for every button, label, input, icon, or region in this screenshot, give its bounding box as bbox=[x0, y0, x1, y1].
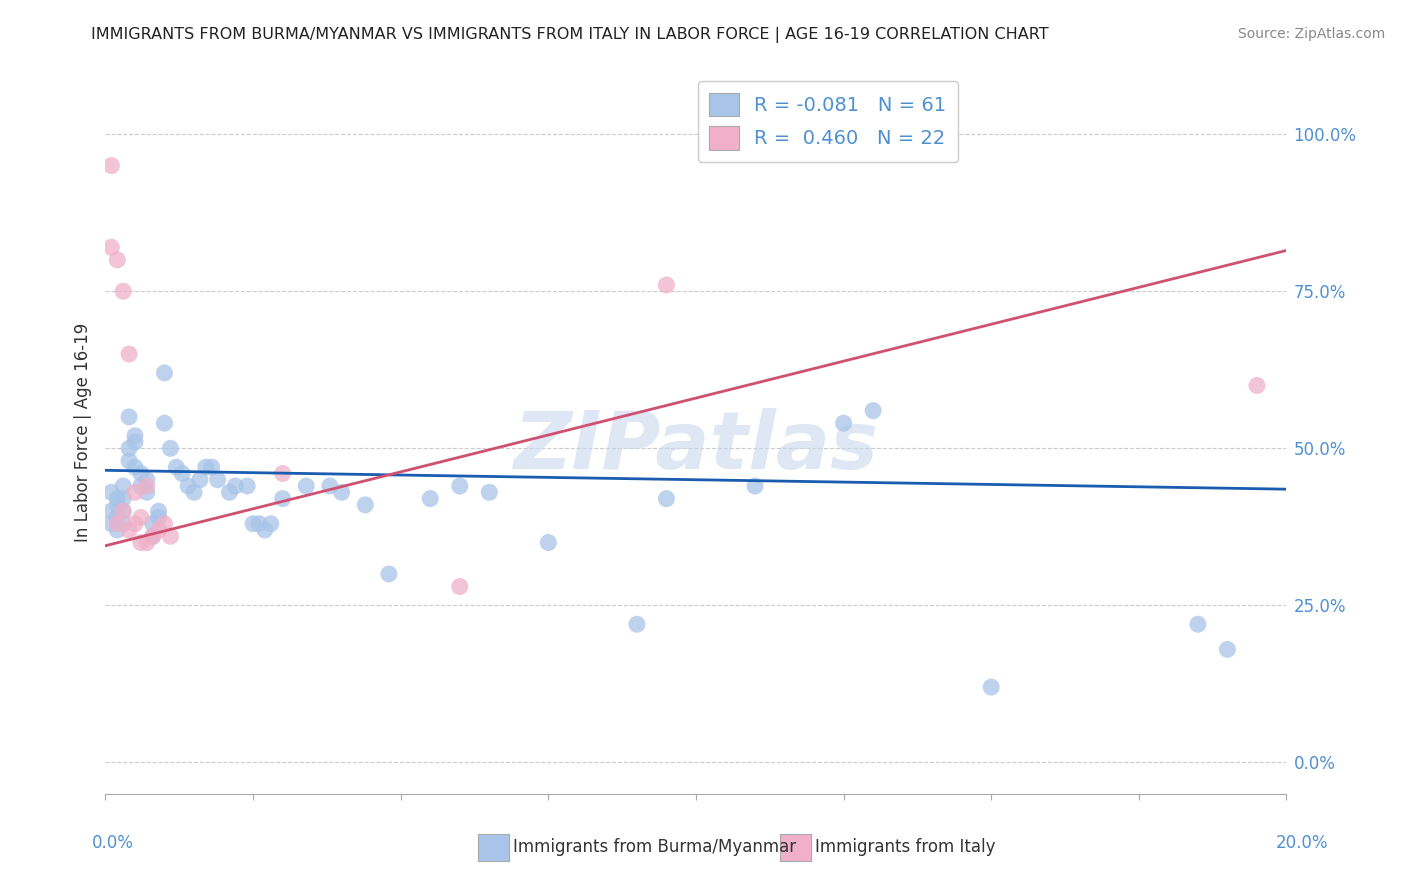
Point bbox=[148, 523, 170, 537]
Point bbox=[478, 485, 501, 500]
Point bbox=[980, 680, 1002, 694]
Point bbox=[129, 467, 152, 481]
Point bbox=[135, 473, 157, 487]
Y-axis label: In Labor Force | Age 16-19: In Labor Force | Age 16-19 bbox=[73, 323, 91, 542]
Point bbox=[1187, 617, 1209, 632]
Point bbox=[319, 479, 342, 493]
Point bbox=[253, 523, 276, 537]
Point bbox=[112, 504, 135, 518]
Point bbox=[124, 516, 146, 531]
Point bbox=[449, 479, 471, 493]
Point bbox=[100, 516, 122, 531]
Point bbox=[188, 473, 211, 487]
Point bbox=[118, 442, 141, 456]
Point bbox=[218, 485, 240, 500]
Point bbox=[378, 566, 401, 581]
Point bbox=[142, 516, 165, 531]
Point bbox=[159, 442, 181, 456]
Point bbox=[100, 240, 122, 254]
Point bbox=[655, 491, 678, 506]
Point bbox=[124, 429, 146, 443]
Point bbox=[124, 460, 146, 475]
Point bbox=[105, 510, 128, 524]
Point bbox=[118, 523, 141, 537]
Point bbox=[247, 516, 270, 531]
Point bbox=[112, 504, 135, 518]
Point bbox=[100, 485, 122, 500]
Point bbox=[105, 498, 128, 512]
Point bbox=[129, 535, 152, 549]
Text: Immigrants from Burma/Myanmar: Immigrants from Burma/Myanmar bbox=[513, 838, 796, 856]
Point bbox=[112, 285, 135, 299]
Point bbox=[419, 491, 441, 506]
Point bbox=[655, 277, 678, 292]
Point bbox=[832, 416, 855, 430]
Point bbox=[224, 479, 246, 493]
Point bbox=[1216, 642, 1239, 657]
Point bbox=[260, 516, 283, 531]
Point bbox=[153, 366, 176, 380]
Point bbox=[1246, 378, 1268, 392]
Point bbox=[105, 252, 128, 267]
Point bbox=[105, 516, 128, 531]
Point bbox=[142, 529, 165, 543]
Point bbox=[118, 409, 141, 424]
Text: 20.0%: 20.0% bbox=[1277, 834, 1329, 852]
Point bbox=[118, 454, 141, 468]
Text: IMMIGRANTS FROM BURMA/MYANMAR VS IMMIGRANTS FROM ITALY IN LABOR FORCE | AGE 16-1: IMMIGRANTS FROM BURMA/MYANMAR VS IMMIGRA… bbox=[91, 27, 1049, 43]
Point bbox=[135, 485, 157, 500]
Point bbox=[100, 159, 122, 173]
Point bbox=[183, 485, 205, 500]
Point bbox=[153, 416, 176, 430]
Point bbox=[242, 516, 264, 531]
Point bbox=[194, 460, 217, 475]
Text: ZIPatlas: ZIPatlas bbox=[513, 408, 879, 486]
Point bbox=[129, 510, 152, 524]
Point bbox=[744, 479, 766, 493]
Point bbox=[135, 535, 157, 549]
Point bbox=[449, 580, 471, 594]
Point bbox=[537, 535, 560, 549]
Point bbox=[626, 617, 648, 632]
Point bbox=[112, 479, 135, 493]
Text: 0.0%: 0.0% bbox=[91, 834, 134, 852]
Point bbox=[129, 479, 152, 493]
Point bbox=[112, 516, 135, 531]
Point bbox=[148, 510, 170, 524]
Point bbox=[330, 485, 353, 500]
Point bbox=[159, 529, 181, 543]
Point bbox=[172, 467, 194, 481]
Text: Immigrants from Italy: Immigrants from Italy bbox=[815, 838, 995, 856]
Point bbox=[105, 491, 128, 506]
Point bbox=[177, 479, 200, 493]
Point bbox=[124, 435, 146, 450]
Text: Source: ZipAtlas.com: Source: ZipAtlas.com bbox=[1237, 27, 1385, 41]
Point bbox=[153, 516, 176, 531]
Point bbox=[124, 485, 146, 500]
Point bbox=[354, 498, 377, 512]
Point bbox=[271, 491, 294, 506]
Point bbox=[862, 403, 884, 417]
Point bbox=[271, 467, 294, 481]
Point bbox=[142, 529, 165, 543]
Point bbox=[295, 479, 318, 493]
Point bbox=[165, 460, 187, 475]
Point bbox=[201, 460, 224, 475]
Point bbox=[112, 491, 135, 506]
Legend: R = -0.081   N = 61, R =  0.460   N = 22: R = -0.081 N = 61, R = 0.460 N = 22 bbox=[697, 81, 957, 161]
Point bbox=[236, 479, 259, 493]
Point bbox=[118, 347, 141, 361]
Point bbox=[105, 523, 128, 537]
Point bbox=[148, 504, 170, 518]
Point bbox=[100, 504, 122, 518]
Point bbox=[135, 479, 157, 493]
Point bbox=[207, 473, 229, 487]
